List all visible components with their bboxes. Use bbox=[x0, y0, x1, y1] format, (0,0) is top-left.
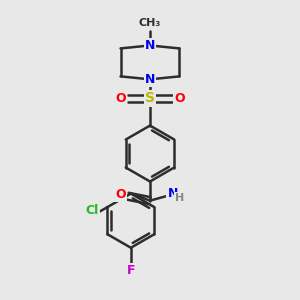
Text: N: N bbox=[167, 187, 178, 200]
Text: O: O bbox=[115, 92, 126, 105]
Text: CH₃: CH₃ bbox=[139, 18, 161, 28]
Text: N: N bbox=[145, 39, 155, 52]
Text: F: F bbox=[127, 264, 135, 277]
Text: O: O bbox=[174, 92, 185, 105]
Text: Cl: Cl bbox=[85, 204, 98, 217]
Text: S: S bbox=[145, 92, 155, 106]
Text: O: O bbox=[115, 188, 126, 201]
Text: N: N bbox=[145, 73, 155, 86]
Text: H: H bbox=[175, 193, 184, 203]
